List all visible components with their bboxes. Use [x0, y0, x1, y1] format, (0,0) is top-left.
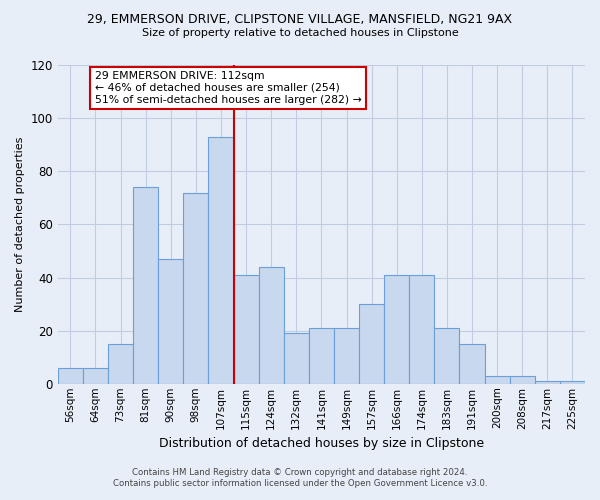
Bar	[334, 328, 359, 384]
Bar	[259, 267, 284, 384]
Bar	[509, 376, 535, 384]
Text: 29, EMMERSON DRIVE, CLIPSTONE VILLAGE, MANSFIELD, NG21 9AX: 29, EMMERSON DRIVE, CLIPSTONE VILLAGE, M…	[88, 12, 512, 26]
Bar	[133, 187, 158, 384]
Bar	[108, 344, 133, 384]
Bar	[83, 368, 108, 384]
Bar	[535, 381, 560, 384]
Bar	[485, 376, 509, 384]
Text: Contains HM Land Registry data © Crown copyright and database right 2024.
Contai: Contains HM Land Registry data © Crown c…	[113, 468, 487, 487]
X-axis label: Distribution of detached houses by size in Clipstone: Distribution of detached houses by size …	[159, 437, 484, 450]
Bar	[58, 368, 83, 384]
Bar	[359, 304, 384, 384]
Bar	[384, 275, 409, 384]
Bar	[184, 192, 208, 384]
Bar	[309, 328, 334, 384]
Text: 29 EMMERSON DRIVE: 112sqm
← 46% of detached houses are smaller (254)
51% of semi: 29 EMMERSON DRIVE: 112sqm ← 46% of detac…	[95, 72, 361, 104]
Bar	[233, 275, 259, 384]
Bar	[460, 344, 485, 384]
Text: Size of property relative to detached houses in Clipstone: Size of property relative to detached ho…	[142, 28, 458, 38]
Bar	[208, 136, 233, 384]
Bar	[560, 381, 585, 384]
Bar	[158, 259, 184, 384]
Bar	[409, 275, 434, 384]
Y-axis label: Number of detached properties: Number of detached properties	[15, 136, 25, 312]
Bar	[284, 334, 309, 384]
Bar	[434, 328, 460, 384]
